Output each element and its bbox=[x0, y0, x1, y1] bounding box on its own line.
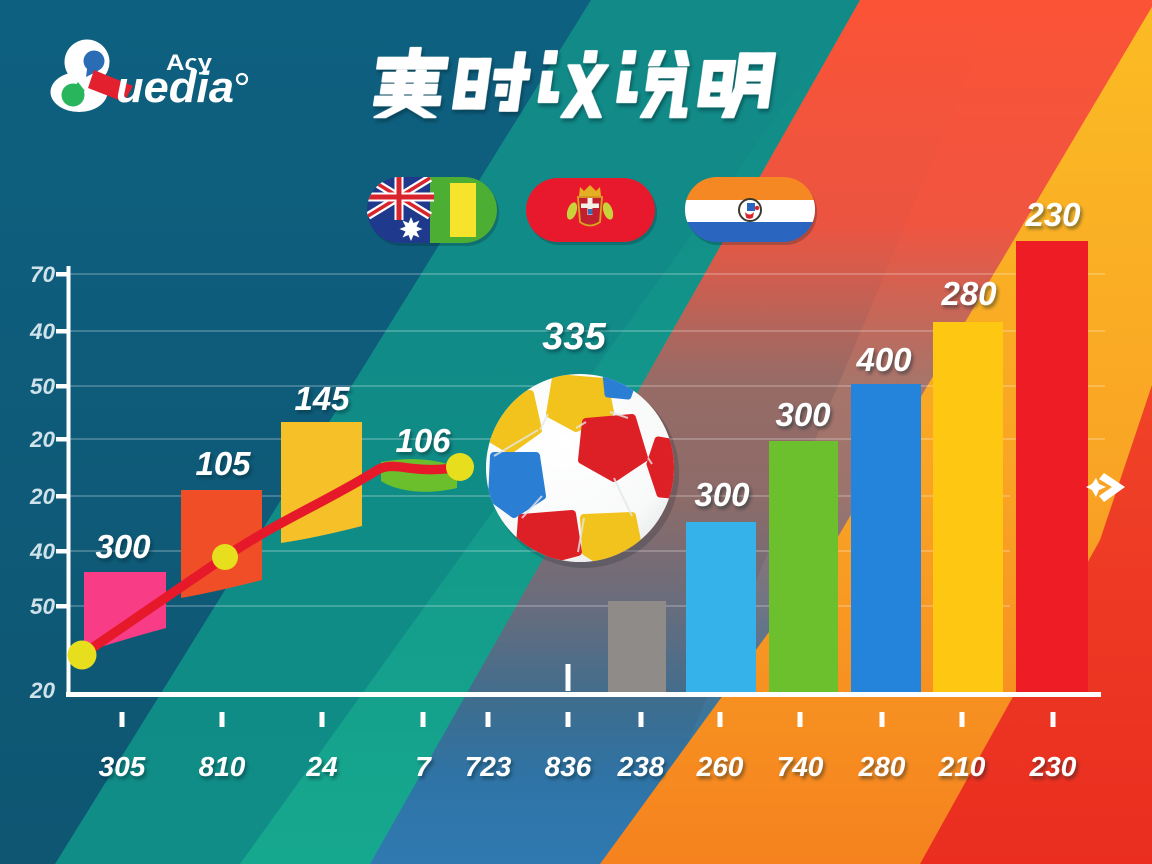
svg-text:810: 810 bbox=[199, 751, 246, 782]
svg-text:145: 145 bbox=[294, 380, 350, 417]
svg-text:20: 20 bbox=[29, 484, 56, 509]
svg-text:300: 300 bbox=[694, 476, 750, 513]
svg-text:40: 40 bbox=[29, 319, 56, 344]
svg-text:7: 7 bbox=[415, 751, 432, 782]
svg-text:20: 20 bbox=[29, 427, 56, 452]
svg-text:238: 238 bbox=[617, 751, 665, 782]
svg-text:210: 210 bbox=[938, 751, 986, 782]
svg-text:uedia: uedia bbox=[116, 63, 234, 112]
svg-text:260: 260 bbox=[696, 751, 744, 782]
svg-text:70: 70 bbox=[30, 262, 56, 287]
svg-text:Aςy: Aςy bbox=[166, 50, 213, 75]
svg-text:280: 280 bbox=[940, 275, 997, 312]
svg-text:300: 300 bbox=[95, 528, 151, 565]
svg-text:20: 20 bbox=[29, 678, 56, 703]
svg-text:305: 305 bbox=[99, 751, 146, 782]
svg-text:230: 230 bbox=[1024, 196, 1081, 233]
svg-text:50: 50 bbox=[30, 374, 56, 399]
svg-text:836: 836 bbox=[545, 751, 592, 782]
svg-text:50: 50 bbox=[30, 594, 56, 619]
svg-text:400: 400 bbox=[855, 341, 912, 378]
svg-text:24: 24 bbox=[305, 751, 338, 782]
svg-text:40: 40 bbox=[29, 539, 56, 564]
svg-text:723: 723 bbox=[465, 751, 512, 782]
svg-text:740: 740 bbox=[777, 751, 824, 782]
svg-text:105: 105 bbox=[195, 445, 251, 482]
svg-text:106: 106 bbox=[395, 422, 451, 459]
svg-text:335: 335 bbox=[542, 316, 606, 358]
svg-text:280: 280 bbox=[858, 751, 906, 782]
svg-text:230: 230 bbox=[1029, 751, 1077, 782]
svg-text:300: 300 bbox=[775, 396, 831, 433]
